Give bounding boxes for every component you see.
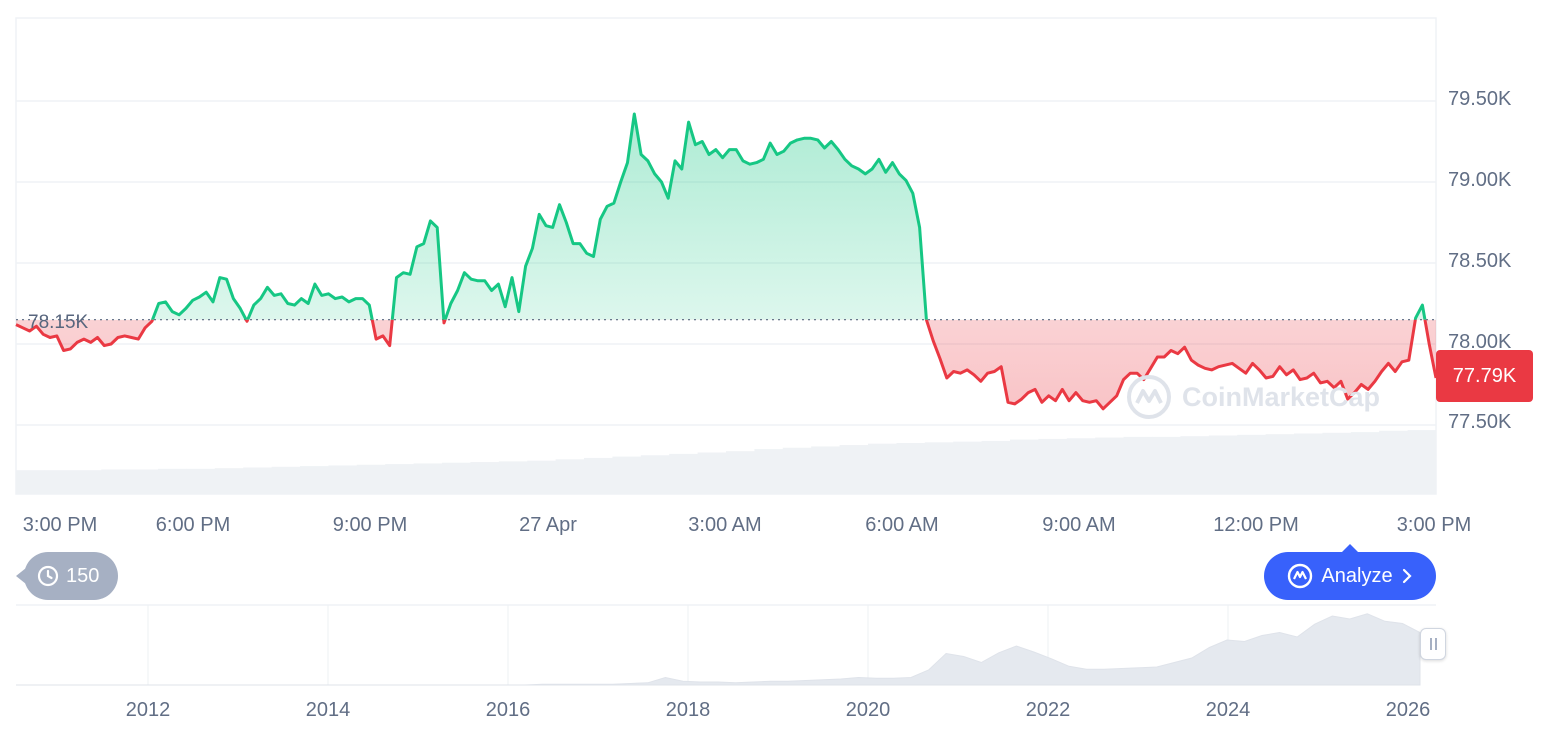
volume-bar xyxy=(300,466,329,494)
x-tick-label: 9:00 AM xyxy=(1042,514,1116,536)
volume-bar xyxy=(640,455,670,494)
history-icon xyxy=(37,565,59,587)
navigator-tick-label: 2026 xyxy=(1385,699,1431,721)
range-handle-icon[interactable] xyxy=(1420,628,1446,660)
volume-bar xyxy=(328,465,358,494)
history-navigator[interactable] xyxy=(0,600,1566,690)
x-tick-label: 6:00 AM xyxy=(865,514,939,536)
volume-bar xyxy=(782,447,812,494)
volume-bar xyxy=(186,468,216,494)
x-tick-label: 3:00 PM xyxy=(22,514,98,536)
volume-bar xyxy=(1379,430,1409,494)
volume-bar xyxy=(1294,433,1323,494)
volume-bar xyxy=(1407,430,1437,494)
volume-bar xyxy=(924,442,954,494)
volume-bar xyxy=(697,452,727,494)
volume-bar xyxy=(839,445,869,494)
volume-bar xyxy=(555,459,585,494)
navigator-tick-label: 2012 xyxy=(125,699,171,721)
volume-bar xyxy=(584,457,613,494)
x-tick-label: 27 Apr xyxy=(519,514,577,536)
navigator-tick-label: 2024 xyxy=(1205,699,1251,721)
volume-bar xyxy=(442,462,471,494)
y-tick-label: 78.50K xyxy=(1448,250,1512,272)
watermark-text: CoinMarketCap xyxy=(1182,381,1381,412)
navigator-tick-label: 2014 xyxy=(305,699,351,721)
volume-bar xyxy=(669,453,699,494)
volume-bar xyxy=(356,464,386,494)
volume-bar xyxy=(754,449,784,494)
volume-bar xyxy=(612,456,642,494)
volume-bar xyxy=(16,470,45,494)
current-price-badge: 77.79K xyxy=(1436,350,1533,402)
navigator-area xyxy=(16,613,1421,686)
price-line-above xyxy=(150,112,1427,320)
volume-bar xyxy=(981,440,1011,494)
volume-bar xyxy=(1010,439,1039,494)
x-tick-label: 3:00 PM xyxy=(1396,514,1472,536)
navigator-tick-label: 2020 xyxy=(845,699,891,721)
navigator-tick-label: 2022 xyxy=(1025,699,1071,721)
volume-bar xyxy=(1066,438,1096,494)
y-tick-label: 77.50K xyxy=(1448,411,1512,433)
analyze-icon xyxy=(1288,563,1313,589)
y-tick-label: 79.50K xyxy=(1448,88,1512,110)
volume-bar xyxy=(1237,434,1267,494)
volume-bar xyxy=(527,460,557,494)
volume-bar xyxy=(413,463,443,494)
volume-bar xyxy=(953,441,983,494)
watermark: CoinMarketCap xyxy=(1126,374,1380,420)
analyze-button[interactable]: Analyze xyxy=(1264,544,1436,600)
volume-bar xyxy=(271,466,301,494)
y-tick-label: 78.00K xyxy=(1448,331,1512,353)
volume-bar xyxy=(1180,436,1210,494)
volume-bar xyxy=(1038,438,1068,494)
navigator-grid xyxy=(16,604,1436,685)
navigator-tick-label: 2016 xyxy=(485,699,531,721)
volume-bar xyxy=(243,467,273,494)
x-tick-label: 9:00 PM xyxy=(332,514,408,536)
y-tick-label: 79.00K xyxy=(1448,169,1512,191)
volume-bars xyxy=(16,430,1437,494)
volume-bar xyxy=(1265,434,1295,494)
coinmarketcap-logo-icon xyxy=(1127,375,1171,419)
history-button[interactable]: 150 xyxy=(16,552,118,600)
volume-bar xyxy=(470,462,500,494)
volume-bar xyxy=(1095,437,1125,494)
volume-bar xyxy=(1350,432,1380,494)
x-tick-label: 6:00 PM xyxy=(155,514,231,536)
navigator-tick-label: 2018 xyxy=(665,699,711,721)
volume-bar xyxy=(1322,432,1352,494)
price-line-below xyxy=(15,319,1438,411)
analyze-label: Analyze xyxy=(1321,564,1393,587)
area-below-reference xyxy=(16,319,1436,409)
reference-price-label: 78.15K xyxy=(28,312,89,333)
volume-bar xyxy=(868,443,897,494)
volume-bar xyxy=(1152,436,1181,494)
area-above-reference xyxy=(16,114,1436,320)
volume-bar xyxy=(44,470,74,494)
volume-bar xyxy=(101,469,131,494)
volume-bar xyxy=(1123,436,1153,494)
volume-bar xyxy=(214,468,244,494)
history-count: 150 xyxy=(66,564,100,587)
x-tick-label: 12:00 PM xyxy=(1213,514,1299,536)
volume-bar xyxy=(129,469,159,494)
x-tick-label: 3:00 AM xyxy=(688,514,762,536)
chevron-right-icon xyxy=(1402,568,1412,584)
volume-bar xyxy=(498,461,528,494)
volume-bar xyxy=(72,470,102,494)
volume-bar xyxy=(1208,435,1238,494)
volume-bar xyxy=(811,446,841,494)
volume-bar xyxy=(896,443,926,494)
price-chart[interactable] xyxy=(0,0,1566,600)
volume-bar xyxy=(158,468,187,494)
volume-bar xyxy=(726,451,755,494)
volume-bar xyxy=(385,464,415,494)
